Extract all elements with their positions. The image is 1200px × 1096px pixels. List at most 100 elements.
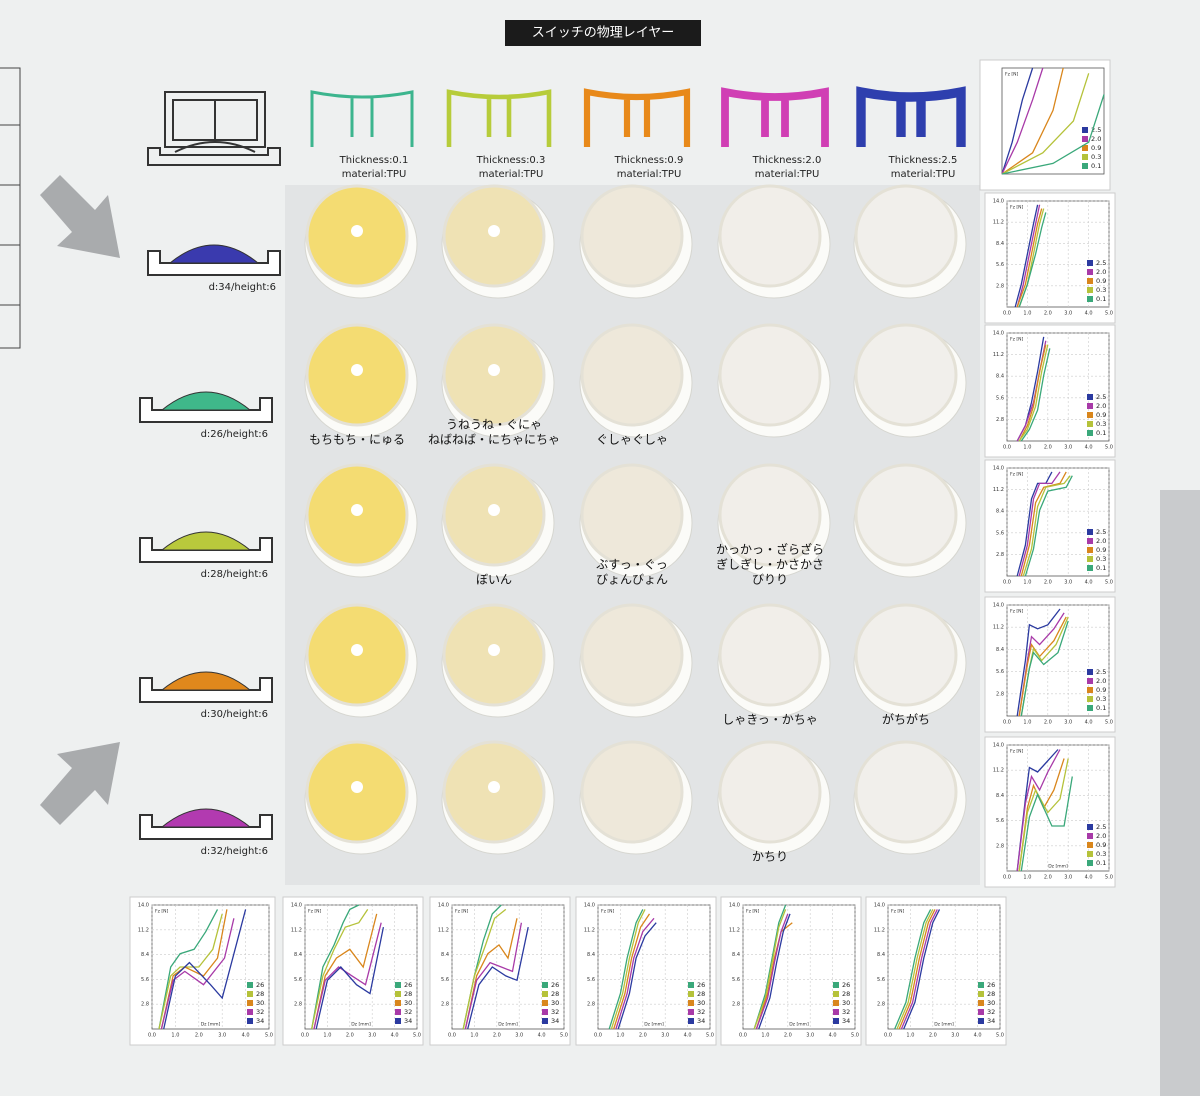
thickness-label: Thickness:0.3 [476, 155, 546, 166]
x-tick-label: 5.0 [1105, 311, 1113, 317]
curve [898, 909, 936, 1030]
x-axis-label: Dz [mm] [789, 1022, 809, 1028]
curve [158, 913, 223, 1030]
arrow [40, 175, 120, 258]
plot-area [1001, 67, 1105, 175]
x-tick-label: 0.0 [1003, 311, 1011, 317]
y-tick-label: 5.6 [996, 395, 1004, 401]
x-tick-label: 4.0 [684, 1033, 692, 1039]
dome-label: d:30/height:6 [201, 709, 268, 720]
legend-swatch [542, 1018, 548, 1024]
legend-swatch [1082, 136, 1088, 142]
curve [1018, 344, 1047, 442]
legend-label: 0.9 [1096, 546, 1106, 554]
curve [608, 909, 644, 1030]
legend-label: 0.9 [1096, 411, 1106, 419]
disc-hole [488, 781, 500, 793]
texture-word: ぎしぎし・かさかさ [716, 558, 824, 572]
legend-swatch [247, 1000, 253, 1006]
x-tick-label: 2.0 [1044, 580, 1052, 586]
x-tick-label: 5.0 [706, 1033, 714, 1039]
disc-hole [488, 504, 500, 516]
curve [758, 913, 791, 1030]
legend-label: 28 [697, 990, 705, 998]
legend-label: 0.3 [1096, 695, 1106, 703]
legend-swatch [688, 1009, 694, 1015]
legend-label: 2.5 [1096, 259, 1106, 267]
y-tick-label: 2.8 [441, 1002, 449, 1008]
legend-swatch [1087, 260, 1093, 266]
legend-label: 32 [404, 1008, 412, 1016]
legend-swatch [1087, 696, 1093, 702]
legend-label: 2.0 [1096, 832, 1106, 840]
y-tick-label: 11.2 [291, 927, 302, 933]
chart-panel [979, 59, 1111, 191]
legend-label: 32 [697, 1008, 705, 1016]
legend-label: 26 [987, 981, 995, 989]
legend-label: 2.0 [1096, 537, 1106, 545]
legend-label: 26 [551, 981, 559, 989]
dome [160, 808, 252, 828]
legend-label: 34 [404, 1017, 412, 1025]
y-tick-label: 11.2 [993, 487, 1004, 493]
legend-label: 32 [987, 1008, 995, 1016]
y-tick-label: 11.2 [874, 927, 885, 933]
legend-swatch [978, 982, 984, 988]
legend-label: 2.5 [1096, 668, 1106, 676]
y-axis-label: Fz [N] [1010, 472, 1024, 478]
legend-label: 34 [551, 1017, 559, 1025]
disc [580, 463, 684, 567]
x-tick-label: 1.0 [1023, 311, 1031, 317]
x-tick-label: 3.0 [1064, 720, 1072, 726]
material-label: material:TPU [342, 169, 407, 180]
y-tick-label: 5.6 [877, 977, 885, 983]
texture-word: ぼいん [476, 573, 512, 587]
y-tick-label: 11.2 [438, 927, 449, 933]
x-tick-label: 0.0 [1003, 875, 1011, 881]
y-tick-label: 2.8 [996, 417, 1004, 423]
chart-panel [984, 459, 1116, 593]
legend-swatch [542, 982, 548, 988]
y-axis-label: Fz [N] [1010, 609, 1024, 615]
y-tick-label: 8.4 [996, 374, 1004, 380]
x-tick-label: 2.0 [1044, 311, 1052, 317]
curve [900, 909, 938, 1030]
x-tick-label: 0.0 [1003, 720, 1011, 726]
x-tick-label: 5.0 [265, 1033, 273, 1039]
legend-swatch [978, 1018, 984, 1024]
legend-swatch [688, 991, 694, 997]
legend-label: 28 [404, 990, 412, 998]
texture-word: がちがち [882, 712, 930, 727]
legend-swatch [1087, 851, 1093, 857]
y-tick-label: 5.6 [996, 669, 1004, 675]
x-tick-label: 1.0 [616, 1033, 624, 1039]
curve [464, 918, 518, 1030]
y-tick-label: 5.6 [141, 977, 149, 983]
legend-swatch [247, 1018, 253, 1024]
y-axis-label: Fz [N] [155, 909, 169, 915]
profile-shape [721, 87, 829, 147]
x-tick-label: 4.0 [829, 1033, 837, 1039]
legend-label: 0.9 [1096, 277, 1106, 285]
x-tick-label: 3.0 [368, 1033, 376, 1039]
disc-hole [488, 364, 500, 376]
chart-panel [984, 324, 1116, 458]
y-tick-label: 2.8 [732, 1002, 740, 1008]
header-icon [147, 91, 281, 166]
texture-word: かちり [752, 850, 788, 864]
texture-word: かっかっ・ざらざら [716, 542, 824, 557]
disc [854, 463, 958, 567]
y-tick-label: 11.2 [993, 220, 1004, 226]
chart-panel [575, 896, 717, 1046]
y-tick-label: 14.0 [138, 903, 149, 909]
y-tick-label: 14.0 [993, 603, 1004, 609]
legend-label: 28 [987, 990, 995, 998]
curve [1018, 344, 1049, 442]
legend-label: 0.9 [1096, 841, 1106, 849]
thickness-label: Thickness:0.9 [614, 155, 684, 166]
x-tick-label: 3.0 [1064, 580, 1072, 586]
legend-swatch [395, 1018, 401, 1024]
curve [1001, 67, 1034, 175]
x-tick-label: 3.0 [1064, 875, 1072, 881]
x-tick-label: 5.0 [996, 1033, 1004, 1039]
